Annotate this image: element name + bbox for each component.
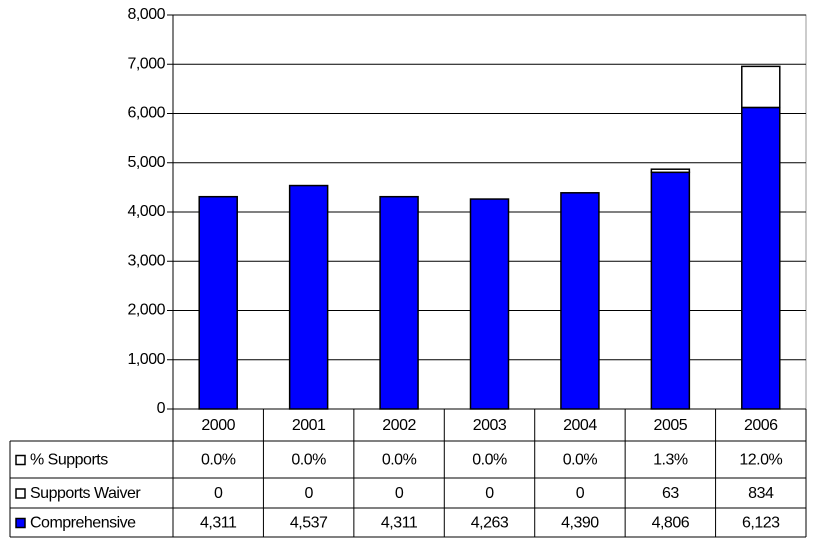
bar: [741, 65, 781, 109]
bar: [650, 168, 691, 174]
legend-label: Comprehensive: [30, 515, 136, 532]
x-tick-label: 2003: [473, 417, 507, 434]
legend-labels: % Supports Supports Waiver Comprehensive: [30, 452, 142, 532]
y-tick-label: 3,000: [127, 252, 165, 269]
x-tick-label: 2001: [292, 417, 326, 434]
y-tick-label: 4,000: [127, 203, 165, 220]
bar: [469, 198, 510, 410]
bar: [560, 192, 600, 410]
table-value: 834: [748, 485, 774, 502]
table-value: 0: [395, 485, 404, 502]
y-tick-label: 0: [157, 400, 166, 417]
table-value: 0: [576, 485, 585, 502]
table-value: 4,806: [652, 515, 690, 532]
table-value: 0.0%: [563, 452, 598, 469]
table-value: 4,311: [381, 515, 418, 532]
table-value: 0.0%: [201, 452, 236, 469]
x-tick-label: 2000: [201, 417, 235, 434]
legend-label: % Supports: [30, 452, 108, 469]
x-tick-label: 2004: [563, 417, 597, 434]
table-value: 4,311: [200, 515, 237, 532]
x-tick-label: 2002: [382, 417, 416, 434]
table-value: 0.0%: [472, 452, 507, 469]
legend-swatch: [15, 517, 26, 529]
bar: [288, 184, 329, 410]
table-value: 0.0%: [291, 452, 326, 469]
table-value: 1.3%: [653, 452, 688, 469]
y-tick-label: 1,000: [127, 351, 165, 368]
legend-label: Supports Waiver: [30, 485, 141, 502]
y-tick-label: 5,000: [127, 154, 165, 171]
table-value: 63: [662, 485, 679, 502]
table-value: 4,263: [471, 515, 509, 532]
legend-swatch: [15, 488, 26, 499]
bar: [650, 171, 691, 410]
table-value: 4,390: [561, 515, 599, 532]
y-tick-label: 8,000: [127, 6, 165, 23]
y-tick-label: 6,000: [127, 105, 165, 122]
legend-swatch: [15, 454, 26, 466]
bar: [741, 106, 781, 410]
bar: [379, 195, 419, 410]
table-value: 4,537: [290, 515, 328, 532]
y-tick-label: 7,000: [127, 55, 165, 72]
table-value: 0: [485, 485, 494, 502]
table-value: 0.0%: [382, 452, 417, 469]
table-value: 0: [304, 485, 313, 502]
x-tick-label: 2005: [654, 417, 688, 434]
bar: [198, 195, 238, 410]
x-tick-label: 2006: [744, 417, 778, 434]
y-tick-label: 2,000: [127, 302, 165, 319]
table-value: 6,123: [742, 515, 780, 532]
table-value: 12.0%: [739, 452, 782, 469]
table-value: 0: [214, 485, 223, 502]
